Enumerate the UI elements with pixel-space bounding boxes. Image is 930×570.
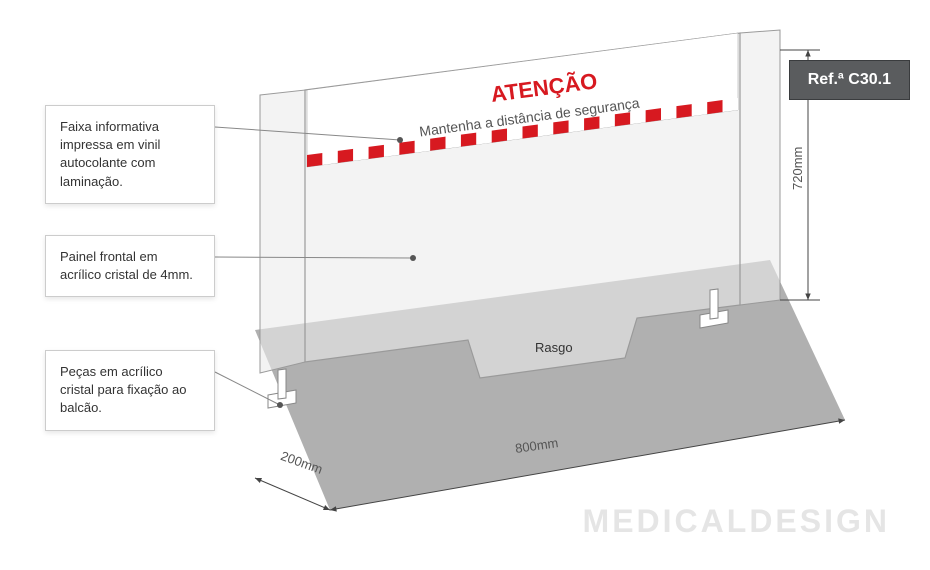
- side-panel-right: [740, 30, 780, 305]
- callout-pecas: Peças em acrílico cristal para fixação a…: [45, 350, 215, 431]
- reference-code: C30.1: [848, 71, 891, 88]
- label-rasgo: Rasgo: [535, 340, 573, 355]
- watermark: MEDICALDESIGN: [583, 503, 890, 540]
- callout-dot-painel: [410, 255, 416, 261]
- callout-dot-pecas: [277, 402, 283, 408]
- callout-line-pecas: [215, 372, 280, 405]
- callout-faixa: Faixa informativa impressa em vinil auto…: [45, 105, 215, 204]
- reference-prefix: Ref.ª: [808, 71, 849, 88]
- callout-painel: Painel frontal em acrílico cristal de 4m…: [45, 235, 215, 297]
- reference-box: Ref.ª C30.1: [789, 60, 910, 100]
- callout-dot-faixa: [397, 137, 403, 143]
- dim-height-label: 720mm: [790, 147, 805, 190]
